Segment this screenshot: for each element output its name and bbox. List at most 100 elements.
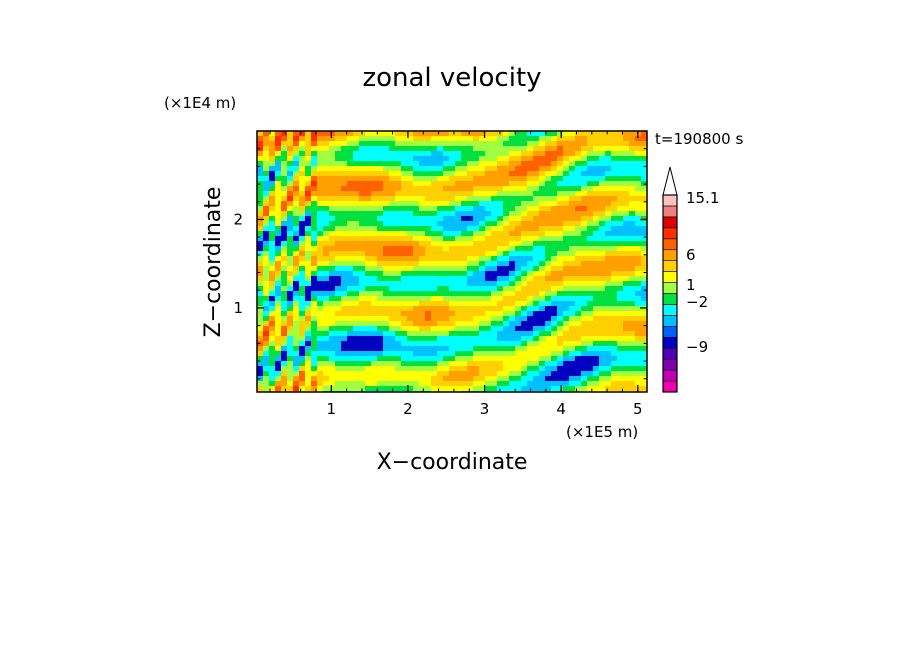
field-cell	[575, 246, 582, 252]
field-cell	[623, 151, 630, 157]
field-cell	[461, 211, 468, 217]
field-cell	[473, 146, 480, 152]
field-cell	[311, 231, 318, 237]
field-cell	[449, 261, 456, 267]
field-cell	[551, 291, 558, 297]
field-cell	[449, 246, 456, 252]
field-cell	[401, 276, 408, 282]
field-cell	[293, 261, 300, 267]
field-cell	[491, 386, 498, 392]
field-cell	[407, 326, 414, 332]
field-cell	[575, 236, 582, 242]
field-cell	[287, 221, 294, 227]
field-cell	[515, 266, 522, 272]
field-cell	[611, 221, 618, 227]
field-cell	[329, 261, 336, 267]
field-cell	[449, 156, 456, 162]
field-cell	[521, 346, 528, 352]
field-cell	[545, 371, 552, 377]
field-cell	[347, 291, 354, 297]
field-cell	[395, 186, 402, 192]
field-cell	[443, 331, 450, 337]
field-cell	[629, 146, 636, 152]
field-cell	[473, 281, 480, 287]
field-cell	[461, 266, 468, 272]
field-cell	[407, 281, 414, 287]
field-cell	[593, 281, 600, 287]
field-cell	[581, 376, 588, 382]
field-cell	[305, 136, 312, 142]
field-cell	[581, 156, 588, 162]
field-cell	[419, 386, 426, 392]
field-cell	[629, 231, 636, 237]
field-cell	[287, 166, 294, 172]
field-cell	[587, 146, 594, 152]
field-cell	[305, 361, 312, 367]
field-cell	[533, 161, 540, 167]
field-cell	[371, 381, 378, 387]
field-cell	[347, 146, 354, 152]
field-cell	[269, 141, 276, 147]
field-cell	[503, 241, 510, 247]
field-cell	[521, 201, 528, 207]
field-cell	[479, 136, 486, 142]
field-cell	[641, 386, 647, 392]
field-cell	[377, 231, 384, 237]
field-cell	[617, 211, 624, 217]
field-cell	[491, 286, 498, 292]
field-cell	[473, 266, 480, 272]
field-cell	[353, 151, 360, 157]
field-cell	[383, 356, 390, 362]
field-cell	[455, 201, 462, 207]
field-cell	[623, 241, 630, 247]
field-cell	[521, 361, 528, 367]
field-cell	[515, 346, 522, 352]
field-cell	[473, 346, 480, 352]
field-cell	[263, 191, 270, 197]
field-cell	[287, 316, 294, 322]
field-cell	[587, 381, 594, 387]
field-cell	[617, 151, 624, 157]
field-cell	[527, 356, 534, 362]
field-cell	[605, 321, 612, 327]
field-cell	[365, 176, 372, 182]
field-cell	[485, 136, 492, 142]
field-cell	[287, 251, 294, 257]
field-cell	[419, 186, 426, 192]
field-cell	[365, 211, 372, 217]
field-cell	[389, 266, 396, 272]
field-cell	[641, 211, 647, 217]
field-cell	[485, 176, 492, 182]
field-cell	[581, 161, 588, 167]
field-cell	[317, 171, 324, 177]
field-cell	[599, 211, 606, 217]
field-cell	[563, 296, 570, 302]
field-cell	[515, 171, 522, 177]
field-cell	[383, 266, 390, 272]
field-cell	[257, 371, 264, 377]
field-cell	[371, 351, 378, 357]
field-cell	[335, 181, 342, 187]
field-cell	[287, 186, 294, 192]
field-cell	[281, 196, 288, 202]
field-cell	[329, 156, 336, 162]
field-cell	[527, 331, 534, 337]
field-cell	[377, 171, 384, 177]
field-cell	[503, 286, 510, 292]
field-cell	[365, 171, 372, 177]
field-cell	[389, 311, 396, 317]
field-cell	[491, 276, 498, 282]
field-cell	[377, 376, 384, 382]
field-cell	[605, 131, 612, 137]
field-cell	[551, 136, 558, 142]
field-cell	[461, 366, 468, 372]
field-cell	[539, 281, 546, 287]
field-cell	[377, 146, 384, 152]
field-cell	[275, 361, 282, 367]
field-cell	[521, 381, 528, 387]
field-cell	[437, 196, 444, 202]
field-cell	[305, 171, 312, 177]
field-cell	[431, 296, 438, 302]
field-cell	[431, 191, 438, 197]
field-cell	[287, 301, 294, 307]
